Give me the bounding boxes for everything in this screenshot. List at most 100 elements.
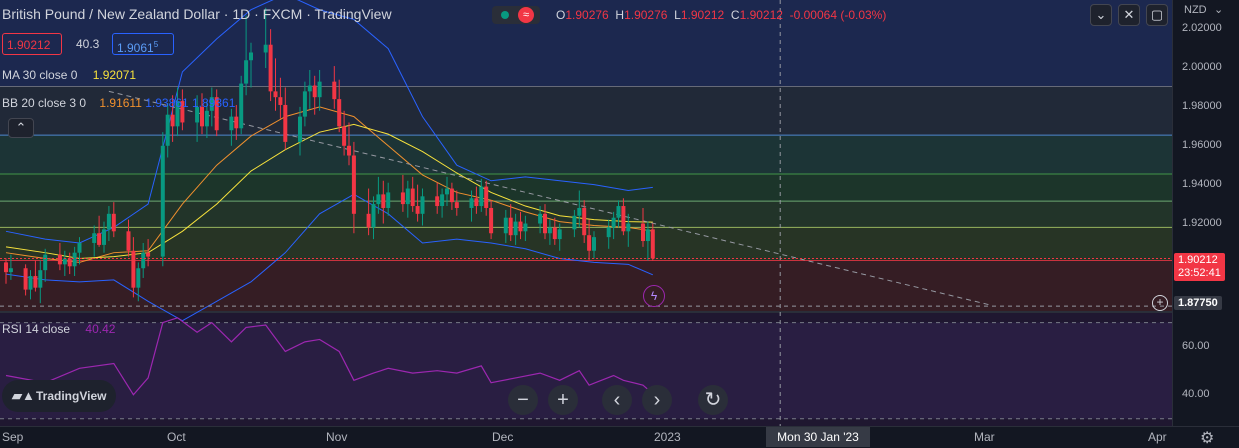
candle-body-84 (582, 207, 587, 236)
buy-button[interactable]: 1.90615 (112, 33, 174, 55)
candle-body-92 (641, 223, 645, 242)
candle-body-39 (273, 91, 278, 98)
time-tick-label: 2023 (654, 430, 681, 444)
ma-legend[interactable]: MA 30 close 0 1.92071 (2, 68, 136, 82)
ma-label: MA 30 close 0 (2, 68, 78, 82)
scroll-left-button[interactable]: ‹ (602, 385, 632, 415)
currency-chevron-icon: ⌄ (1214, 4, 1224, 16)
ma-value: 1.92071 (92, 68, 137, 82)
candle-body-69 (479, 186, 484, 207)
candle-body-89 (616, 206, 621, 218)
open-value: 1.90276 (565, 8, 609, 22)
candle-body-11 (77, 242, 82, 253)
candle-body-54 (376, 194, 381, 205)
candle-body-37 (263, 44, 268, 53)
price-tick-label: 2.00000 (1182, 61, 1222, 74)
candle-body-26 (180, 101, 185, 123)
last-price-value: 1.90212 (1178, 254, 1218, 266)
rsi-label: RSI 14 close (2, 322, 71, 336)
candle-body-45 (312, 85, 317, 98)
fullscreen-icon[interactable]: ✕ (1118, 4, 1140, 26)
tradingview-logo[interactable]: ▰▲ TradingView (2, 380, 116, 412)
crosshair-price-value: 1.87750 (1178, 297, 1218, 309)
chevron-down-icon[interactable]: ⌄ (1090, 4, 1112, 26)
candle-body-91 (626, 223, 631, 232)
symbol-title[interactable]: British Pound / New Zealand Dollar · 1D … (2, 6, 392, 22)
maximize-icon[interactable]: ▢ (1146, 4, 1168, 26)
zoom-in-button[interactable]: + (548, 385, 578, 415)
rsi-band-bg (0, 322, 1172, 419)
candle-body-57 (400, 192, 405, 205)
candle-body-40 (278, 97, 283, 105)
currency-label[interactable]: NZD (1184, 4, 1207, 16)
candle-body-46 (317, 81, 322, 98)
candle-body-17 (126, 231, 131, 251)
candle-body-58 (405, 188, 410, 205)
candle-body-8 (62, 258, 67, 265)
dividend-event-icon[interactable]: ϟ (643, 285, 665, 307)
price-tick-label: 1.98000 (1182, 99, 1222, 112)
candle-body-55 (381, 194, 386, 208)
sell-price: 1.90212 (7, 38, 51, 52)
candle-body-12 (92, 233, 97, 243)
candle-body-76 (523, 223, 528, 232)
buy-price: 1.9061 (117, 41, 154, 55)
reset-chart-button[interactable]: ↻ (698, 385, 728, 415)
sell-button[interactable]: 1.90212 (2, 33, 62, 55)
spread-value: 40.3 (76, 37, 100, 51)
change-value: -0.00064 (-0.03%) (789, 8, 887, 22)
candle-body-56 (386, 192, 391, 208)
candle-body-79 (547, 227, 552, 234)
candle-body-15 (106, 213, 111, 230)
candle-body-22 (160, 145, 165, 257)
collapse-legend-button[interactable]: ⌃ (8, 118, 34, 138)
last-price-label: 1.90212 23:52:41 (1174, 253, 1225, 281)
settings-gear-icon[interactable]: ⚙ (1200, 430, 1215, 447)
candle-body-75 (518, 221, 523, 232)
candle-body-10 (72, 252, 77, 267)
scroll-right-button[interactable]: › (642, 385, 672, 415)
high-label: H (615, 8, 625, 22)
add-alert-icon[interactable]: + (1152, 295, 1168, 311)
candle-body-51 (351, 155, 356, 214)
price-tick-label: 1.94000 (1182, 177, 1222, 190)
price-tick-label: 1.96000 (1182, 138, 1222, 151)
candle-body-73 (508, 217, 513, 236)
chart-plot-area[interactable] (0, 0, 1172, 426)
candle-body-53 (371, 204, 376, 228)
bb-label: BB 20 close 3 0 (2, 96, 87, 110)
candle-body-78 (543, 213, 547, 234)
low-value: 1.90212 (680, 8, 725, 22)
candle-body-90 (621, 206, 626, 232)
time-axis[interactable] (0, 426, 1239, 448)
time-tick-label: Apr (1148, 430, 1167, 444)
candle-body-87 (606, 227, 611, 238)
candle-body-47 (332, 81, 337, 100)
zoom-out-button[interactable]: − (508, 385, 538, 415)
candle-body-63 (440, 194, 445, 207)
candle-body-94 (650, 229, 655, 259)
high-value: 1.90276 (624, 8, 668, 22)
bb-legend[interactable]: BB 20 close 3 0 1.91611 1.93861 1.89361 (2, 96, 235, 110)
tradingview-logo-icon: ▰▲ (12, 388, 35, 403)
price-chart[interactable] (0, 0, 1172, 426)
candle-body-80 (552, 227, 557, 240)
candle-body-44 (307, 85, 312, 92)
candle-body-74 (513, 221, 518, 236)
rsi-value: 40.42 (85, 322, 116, 336)
price-scale[interactable] (1172, 0, 1239, 426)
bb-basis-value: 1.91611 (99, 96, 142, 110)
bb-lower-line (5, 193, 653, 322)
candle-body-32 (229, 116, 234, 131)
candle-body-50 (347, 145, 351, 156)
candle-body-24 (170, 114, 175, 127)
candle-body-60 (415, 206, 420, 214)
fib-zone-3 (0, 173, 1172, 202)
rsi-legend[interactable]: RSI 14 close 40.42 (2, 322, 115, 336)
market-status-group[interactable]: ≈ (492, 6, 540, 24)
crosshair-date-value: Mon 30 Jan '23 (777, 430, 859, 444)
candle-body-23 (165, 114, 170, 146)
fib-zone-6 (0, 260, 1172, 311)
bar-countdown: 23:52:41 (1178, 267, 1221, 279)
